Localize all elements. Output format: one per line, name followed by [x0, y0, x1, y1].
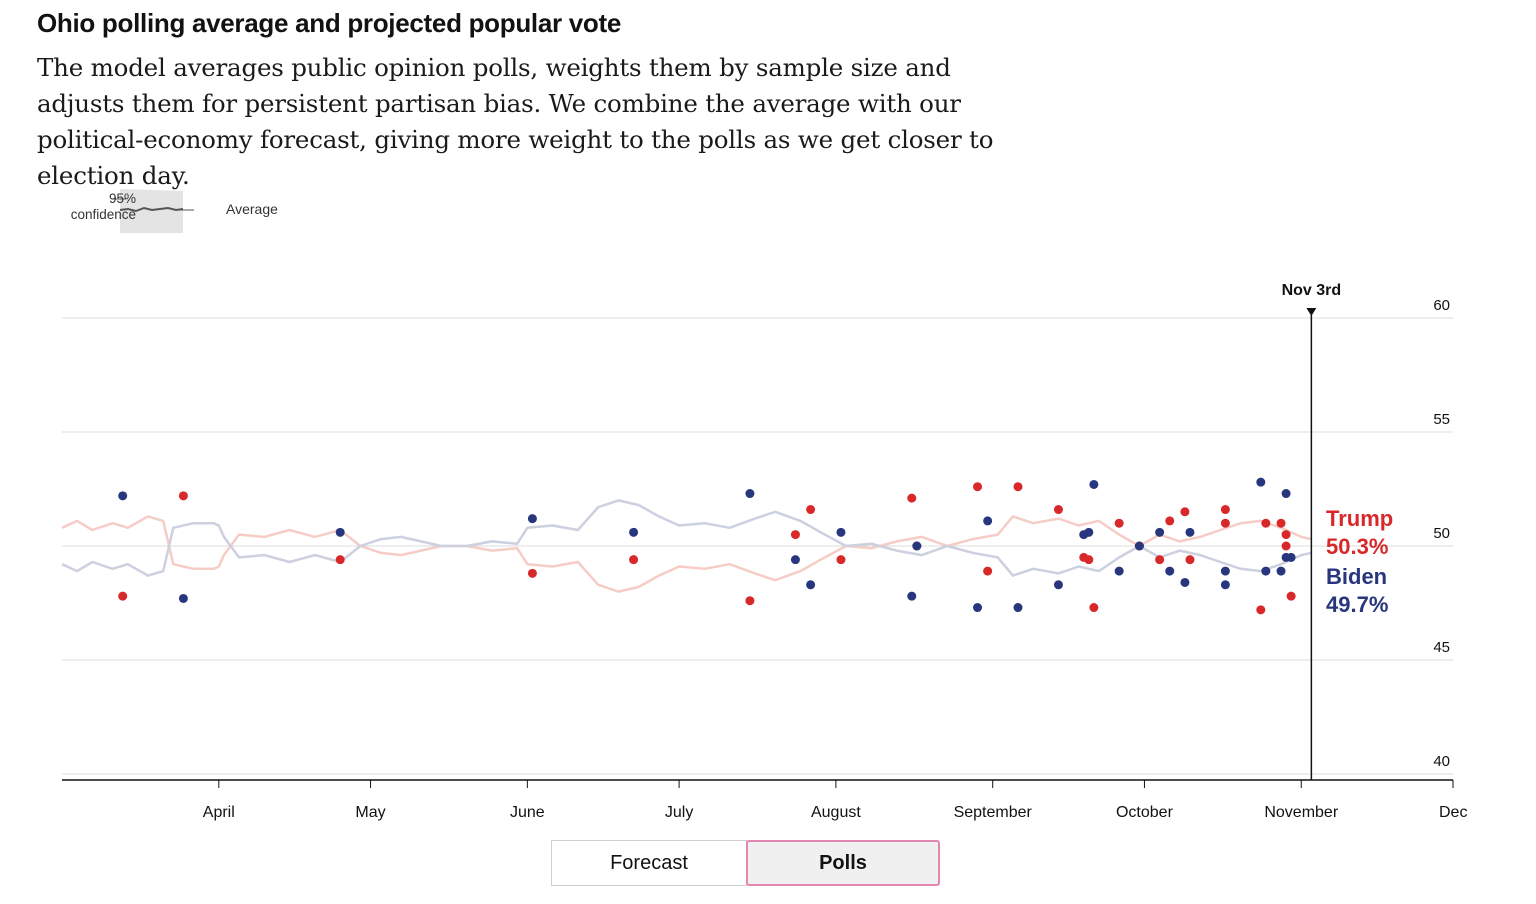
poll-dot-trump	[335, 555, 345, 565]
poll-dot-trump	[983, 566, 993, 576]
poll-dot-trump	[1185, 555, 1195, 565]
poll-dot-biden	[118, 491, 128, 501]
poll-dot-trump	[1220, 505, 1230, 515]
poll-dot-biden	[1276, 566, 1286, 576]
poll-dot-biden	[1286, 552, 1296, 562]
poll-dot-biden	[1013, 603, 1023, 613]
x-tick-label: October	[1116, 804, 1174, 821]
poll-dot-trump	[178, 491, 188, 501]
poll-dot-trump	[1053, 505, 1063, 515]
poll-dot-trump	[1276, 518, 1286, 528]
poll-dot-trump	[527, 568, 537, 578]
y-tick-label: 50	[1433, 525, 1450, 542]
average-label: Average	[226, 201, 278, 217]
poll-dot-trump	[1084, 555, 1094, 565]
poll-dot-biden	[973, 603, 983, 613]
poll-dot-biden	[1256, 477, 1266, 487]
confidence-label-line1: 95%	[108, 191, 136, 206]
poll-dot-biden	[335, 527, 345, 537]
poll-dot-trump	[973, 482, 983, 492]
poll-dot-biden	[1155, 527, 1165, 537]
poll-dot-biden	[907, 591, 917, 601]
poll-dot-trump	[118, 591, 128, 601]
x-tick-label: November	[1264, 804, 1338, 821]
poll-dot-trump	[1261, 518, 1271, 528]
poll-dot-trump	[1180, 507, 1190, 517]
poll-dot-trump	[1114, 518, 1124, 528]
poll-dot-biden	[1185, 527, 1195, 537]
poll-dot-biden	[1261, 566, 1271, 576]
poll-dot-biden	[1053, 580, 1063, 590]
poll-dot-biden	[1089, 479, 1099, 489]
legend-swatch	[112, 189, 194, 233]
x-tick-label: September	[954, 804, 1033, 821]
chart-description: The model averages public opinion polls,…	[37, 53, 994, 190]
x-tick-label: April	[203, 804, 235, 821]
poll-dot-trump	[907, 493, 917, 503]
trump-label: Trump	[1326, 506, 1393, 531]
forecast-toggle-button[interactable]: Forecast	[551, 840, 747, 886]
x-tick-label: July	[665, 804, 693, 821]
polling-chart: 40 45 50 55 60 April May June July August Septembe…	[61, 282, 1467, 821]
y-tick-label: 40	[1433, 753, 1450, 770]
poll-dot-biden	[629, 527, 639, 537]
trump-percent: 50.3%	[1326, 534, 1388, 559]
x-tick-label: June	[510, 804, 545, 821]
biden-label: Biden	[1326, 564, 1387, 589]
y-tick-label: 55	[1433, 411, 1450, 428]
poll-dot-trump	[745, 596, 755, 606]
x-tick-label: May	[355, 804, 385, 821]
poll-dot-biden	[1220, 566, 1230, 576]
poll-dot-biden	[1180, 577, 1190, 587]
poll-dot-trump	[1220, 518, 1230, 528]
poll-dot-trump	[629, 555, 639, 565]
poll-dot-trump	[806, 505, 816, 515]
poll-dot-biden	[1134, 541, 1144, 551]
poll-dot-biden	[527, 514, 537, 524]
poll-dot-trump	[1286, 591, 1296, 601]
poll-dot-biden	[912, 541, 922, 551]
poll-dot-trump	[1089, 603, 1099, 613]
poll-dot-trump	[790, 530, 800, 540]
election-day-arrow	[1306, 308, 1317, 316]
chart-title: Ohio polling average and projected popul…	[37, 8, 621, 38]
poll-dot-biden	[1114, 566, 1124, 576]
poll-dot-biden	[1084, 527, 1094, 537]
poll-dot-biden	[983, 516, 993, 526]
confidence-label: 95% confidence	[36, 191, 136, 223]
poll-dot-trump	[1281, 541, 1291, 551]
poll-dot-trump	[1256, 605, 1266, 615]
poll-dot-biden	[1165, 566, 1175, 576]
poll-dot-biden	[1281, 489, 1291, 499]
confidence-label-line2: confidence	[70, 207, 136, 222]
election-day-label: Nov 3rd	[1282, 282, 1342, 299]
poll-dot-trump	[1013, 482, 1023, 492]
confidence-legend: 95% confidence Average	[30, 185, 278, 240]
polls-toggle-button[interactable]: Polls	[746, 840, 940, 886]
poll-dot-biden	[178, 593, 188, 603]
y-tick-label: 60	[1433, 297, 1450, 314]
x-tick-label: Dec	[1439, 804, 1467, 821]
poll-dot-biden	[790, 555, 800, 565]
biden-percent: 49.7%	[1326, 592, 1388, 617]
poll-dot-biden	[745, 489, 755, 499]
poll-dot-trump	[836, 555, 846, 565]
x-tick-label: August	[811, 804, 861, 821]
average-line-trump	[61, 515, 1312, 593]
poll-dot-trump	[1281, 530, 1291, 540]
poll-dot-trump	[1165, 516, 1175, 526]
y-tick-label: 45	[1433, 639, 1450, 656]
poll-dot-biden	[806, 580, 816, 590]
poll-dot-biden	[836, 527, 846, 537]
poll-dot-biden	[1220, 580, 1230, 590]
average-line-biden	[61, 499, 1312, 577]
poll-dot-trump	[1155, 555, 1165, 565]
